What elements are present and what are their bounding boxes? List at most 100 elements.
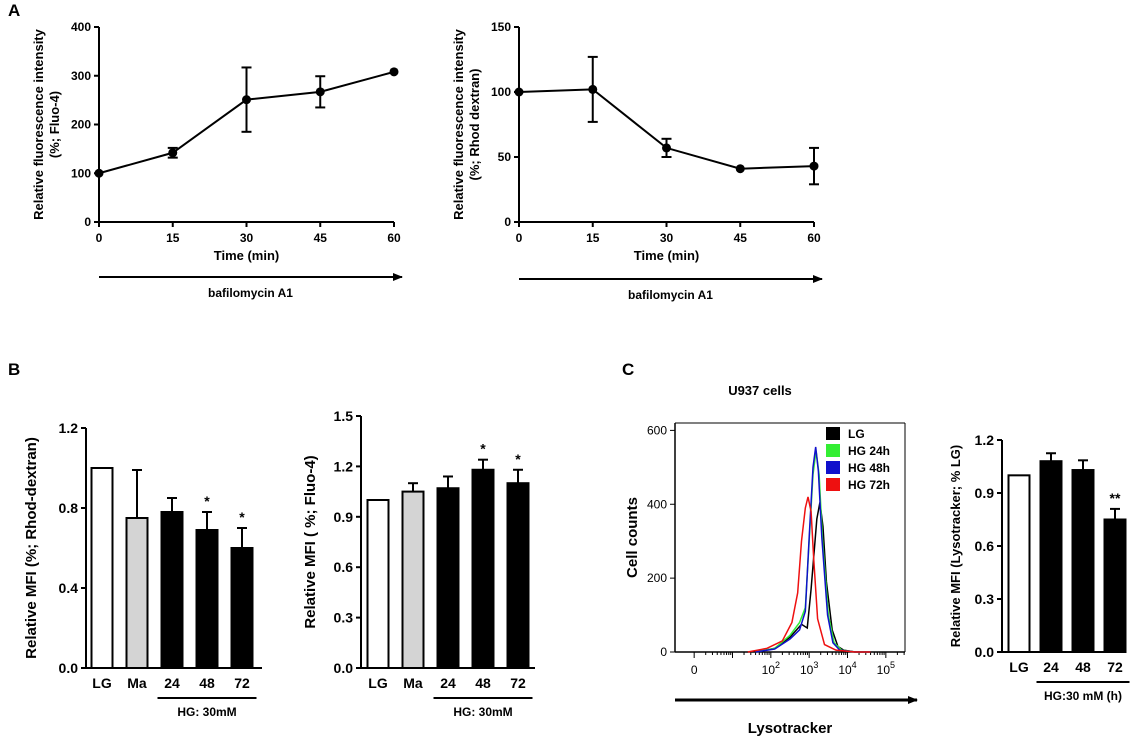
y-axis-label: (%; Rhod dextran) — [467, 69, 482, 181]
x-axis-label: Time (min) — [214, 248, 280, 263]
histogram-curve — [755, 446, 871, 653]
chart-c1-lysotracker-histogram: U937 cells 0 102 103 104 105 0 200 400 600 Cell co… — [624, 383, 918, 737]
x-tick-label: 15 — [586, 231, 600, 245]
group-label: HG: 30mM — [453, 705, 512, 719]
y-axis-label: Relative fluorescence intensity — [31, 28, 46, 220]
x-tick-label: 48 — [475, 675, 491, 691]
bar — [230, 547, 254, 669]
x-tick-label: 60 — [807, 231, 821, 245]
x-tick-label: 45 — [314, 231, 328, 245]
treatment-arrow-label: bafilomycin A1 — [208, 286, 293, 300]
bar — [195, 529, 219, 669]
y-axis-label: (%; Fluo-4) — [47, 91, 62, 158]
histogram-curve — [755, 502, 871, 653]
panel-label-b: B — [8, 360, 20, 379]
y-tick-label: 150 — [491, 20, 511, 34]
bar — [1039, 460, 1063, 654]
x-tick-label: 48 — [199, 675, 215, 691]
significance-marker: * — [515, 451, 521, 467]
y-tick-label: 0.0 — [334, 660, 354, 676]
y-axis-label: Relative fluorescence intensity — [451, 28, 466, 220]
x-axis-label: Time (min) — [634, 248, 700, 263]
y-tick-label: 0.9 — [975, 485, 995, 501]
panel-label-a: A — [8, 1, 20, 20]
chart-a1-fluo4-time: 0 15 30 45 60 0 100 200 300 400 Time (min) Relative… — [31, 20, 403, 300]
group-label: HG: 30mM — [177, 705, 236, 719]
panel-label-c: C — [622, 360, 634, 379]
bar — [471, 468, 495, 670]
data-point — [315, 87, 325, 97]
bar — [125, 517, 149, 669]
y-tick-label: 0.0 — [975, 644, 995, 660]
x-tick-label: 0 — [516, 231, 523, 245]
y-tick-label: 0.0 — [59, 660, 79, 676]
bar — [401, 490, 425, 669]
y-tick-label: 0.6 — [334, 559, 354, 575]
y-tick-label: 600 — [647, 423, 667, 437]
x-tick-label: 102 — [762, 660, 780, 677]
y-tick-label: 1.2 — [334, 458, 354, 474]
significance-marker: * — [239, 509, 245, 525]
significance-marker: ** — [1110, 490, 1121, 506]
data-point — [662, 143, 671, 153]
chart-b1-rhod-dextran-bars: 0.0 0.4 0.8 1.2 Relative MFI (%; Rhod-dextra… — [23, 420, 262, 719]
y-tick-label: 0 — [84, 215, 91, 229]
x-tick-label: 60 — [387, 231, 401, 245]
x-tick-label: 105 — [877, 660, 895, 677]
x-tick-label: 45 — [734, 231, 748, 245]
chart-title: U937 cells — [728, 383, 792, 398]
bar — [1007, 474, 1031, 654]
x-tick-label: Ma — [127, 675, 147, 691]
legend-label: HG 48h — [848, 461, 890, 475]
legend-swatch — [826, 444, 840, 457]
data-point — [168, 148, 178, 158]
legend-swatch — [826, 427, 840, 440]
chart-a2-rhod-dextran-time: 0 15 30 45 60 0 50 100 150 Time (min) Relative flu… — [451, 20, 823, 302]
x-tick-label: 15 — [166, 231, 180, 245]
data-point — [389, 67, 399, 77]
y-tick-label: 400 — [647, 497, 667, 511]
treatment-arrow-label: bafilomycin A1 — [628, 288, 713, 302]
bar — [436, 487, 460, 669]
y-axis-label: Relative MFI (Lysotracker; % LG) — [948, 445, 963, 648]
x-tick-label: 30 — [240, 231, 254, 245]
legend-swatch — [826, 461, 840, 474]
x-tick-label: 72 — [510, 675, 526, 691]
data-point — [809, 161, 819, 171]
significance-marker: * — [480, 441, 486, 457]
legend-swatch — [826, 478, 840, 491]
legend-label: HG 24h — [848, 444, 890, 458]
y-tick-label: 0 — [660, 645, 667, 659]
x-tick-label: 72 — [234, 675, 250, 691]
y-axis-label: Cell counts — [624, 497, 641, 578]
y-tick-label: 400 — [71, 20, 91, 34]
y-tick-label: 0.3 — [975, 591, 995, 607]
y-tick-label: 200 — [647, 571, 667, 585]
data-point — [735, 164, 745, 174]
x-tick-label: 104 — [838, 660, 856, 677]
y-tick-label: 0 — [504, 215, 511, 229]
bar — [506, 482, 530, 670]
data-point — [514, 87, 524, 97]
y-tick-label: 0.3 — [334, 610, 354, 626]
x-axis-label: Lysotracker — [748, 720, 833, 737]
x-tick-label: 0 — [691, 663, 698, 677]
y-tick-label: 50 — [498, 150, 512, 164]
group-label: HG:30 mM (h) — [1044, 689, 1122, 703]
x-tick-label: LG — [1009, 659, 1029, 675]
y-tick-label: 300 — [71, 69, 91, 83]
x-tick-label: 30 — [660, 231, 674, 245]
legend-label: LG — [848, 427, 865, 441]
data-point — [242, 95, 251, 105]
y-tick-label: 0.8 — [59, 500, 79, 516]
y-tick-label: 0.4 — [59, 580, 79, 596]
bar — [1103, 518, 1127, 653]
x-tick-label: 0 — [96, 231, 103, 245]
bar — [90, 467, 114, 669]
chart-c2-lysotracker-bars: 0.0 0.3 0.6 0.9 1.2 Relative MFI (Lysotracker… — [948, 432, 1130, 703]
significance-marker: * — [204, 493, 210, 509]
x-tick-label: LG — [92, 675, 112, 691]
y-tick-label: 100 — [491, 85, 511, 99]
x-tick-label: 24 — [1043, 659, 1059, 675]
histogram-curve — [747, 496, 871, 653]
